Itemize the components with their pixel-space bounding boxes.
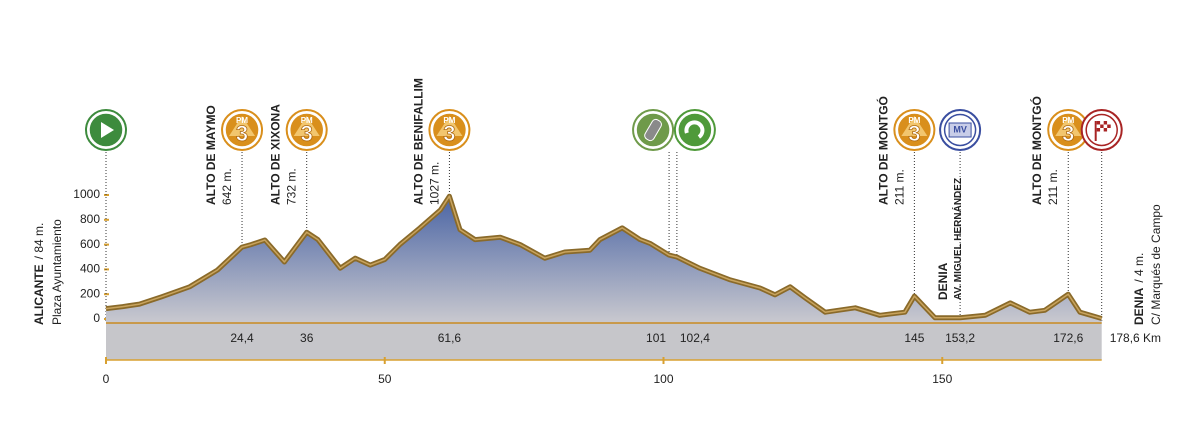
km-label: 101 xyxy=(646,331,666,345)
finish-label: DENIA / 4 m. xyxy=(1132,253,1146,325)
x-tick-label: 50 xyxy=(378,372,392,386)
icon-check xyxy=(1100,121,1104,125)
climb-name: ALTO DE MAYMO xyxy=(204,105,218,205)
icon-climb: PM3 xyxy=(893,109,936,151)
km-label: 153,2 xyxy=(945,331,975,345)
climb-altitude: 211 m. xyxy=(893,169,907,205)
finish-place-part: C/ Marqués de Campo xyxy=(1149,204,1163,325)
icon-sprint: MV xyxy=(939,109,982,151)
sprint-name: DENIA xyxy=(936,262,950,300)
start-place-part: Plaza Ayuntamiento xyxy=(50,219,64,325)
finish-label-part: / 4 m. xyxy=(1132,253,1146,283)
icon-mountain xyxy=(293,116,320,136)
sprint-street-part: AV. MIGUEL HERNÁNDEZ xyxy=(951,178,964,300)
icon-check xyxy=(1107,124,1111,128)
icon-banner xyxy=(948,122,972,138)
climb-name-part: ALTO DE MAYMO xyxy=(204,105,218,205)
icon-climb: PM3 xyxy=(428,109,471,151)
climb-altitude-part: 1027 m. xyxy=(428,162,442,205)
icon-category: 3 xyxy=(301,121,313,146)
icon-check xyxy=(1103,124,1108,128)
icon-category: 3 xyxy=(443,121,455,146)
climb-name: ALTO DE XIXONA xyxy=(269,104,283,205)
x-tick-label: 0 xyxy=(103,372,110,386)
climb-name: ALTO DE BENIFALLIM xyxy=(412,78,426,205)
climb-altitude-part: 732 m. xyxy=(285,168,299,205)
icon-mountain xyxy=(436,116,463,136)
icon-label: PM xyxy=(908,116,920,125)
y-tick-label: 0 xyxy=(93,311,100,325)
climb-name-part: ALTO DE MONTGÓ xyxy=(876,96,891,205)
y-tick-label: 600 xyxy=(80,237,100,251)
climb-name: ALTO DE MONTGÓ xyxy=(876,96,891,205)
start-label-part: / 84 m. xyxy=(32,223,46,260)
finish-place: C/ Marqués de Campo xyxy=(1149,204,1163,325)
start-label-part: ALICANTE xyxy=(32,264,46,325)
km-label: 102,4 xyxy=(680,331,710,345)
climb-altitude-part: 211 m. xyxy=(1046,169,1060,205)
icon-category: 3 xyxy=(1062,121,1074,146)
km-label: 61,6 xyxy=(438,331,462,345)
y-tick-label: 1000 xyxy=(73,187,100,201)
icon-mountain xyxy=(901,116,928,136)
base-band xyxy=(106,323,1102,360)
icon-check xyxy=(1103,128,1108,132)
x-tick-label: 150 xyxy=(932,372,952,386)
profile-highlight xyxy=(105,195,1102,320)
y-tick-label: 200 xyxy=(80,286,100,300)
icon-finish xyxy=(1080,109,1123,151)
km-label: 145 xyxy=(904,331,924,345)
climb-name-part: ALTO DE XIXONA xyxy=(269,104,283,205)
icon-check xyxy=(1096,121,1101,125)
start-place: Plaza Ayuntamiento xyxy=(50,219,64,325)
icon-check xyxy=(1100,128,1104,132)
icon-category: 3 xyxy=(236,121,248,146)
climb-name-part: ALTO DE MONTGÓ xyxy=(1029,96,1044,205)
climb-altitude: 211 m. xyxy=(1046,169,1060,205)
icon-bottle xyxy=(644,118,662,142)
icon-check xyxy=(1103,121,1108,125)
icon-label: PM xyxy=(236,116,248,125)
km-label: 178,6 Km xyxy=(1110,331,1161,345)
finish-label-part: DENIA xyxy=(1132,287,1146,325)
icon-body xyxy=(678,113,712,147)
icon-check xyxy=(1107,128,1111,132)
climb-altitude: 1027 m. xyxy=(428,162,442,205)
icon-label: PM xyxy=(301,116,313,125)
icon-label: PM xyxy=(1062,116,1074,125)
icon-check xyxy=(1107,121,1111,125)
sprint-name-part: DENIA xyxy=(936,262,950,300)
icon-start xyxy=(85,109,127,151)
km-label: 36 xyxy=(300,331,314,345)
climb-altitude-part: 211 m. xyxy=(893,169,907,205)
climb-altitude: 642 m. xyxy=(220,168,234,205)
y-tick-label: 800 xyxy=(80,212,100,226)
icon-feed xyxy=(632,109,675,151)
icon-category: 3 xyxy=(908,121,920,146)
y-tick-label: 400 xyxy=(80,262,100,276)
climb-altitude-part: 642 m. xyxy=(220,168,234,205)
icon-arrow xyxy=(684,120,705,139)
profile-area xyxy=(106,196,1102,323)
icon-mountain xyxy=(1055,116,1082,136)
start-label: ALICANTE / 84 m. xyxy=(32,223,46,325)
km-label: 172,6 xyxy=(1053,331,1083,345)
km-label: 24,4 xyxy=(230,331,254,345)
climb-name-part: ALTO DE BENIFALLIM xyxy=(412,78,426,205)
icon-play xyxy=(101,122,114,138)
sprint-street: AV. MIGUEL HERNÁNDEZ xyxy=(951,178,964,300)
icon-climb: PM3 xyxy=(285,109,328,151)
x-tick-label: 100 xyxy=(653,372,673,386)
icon-label: PM xyxy=(443,116,455,125)
climb-altitude: 732 m. xyxy=(285,168,299,205)
climb-name: ALTO DE MONTGÓ xyxy=(1029,96,1044,205)
icon-label: MV xyxy=(953,124,967,134)
icon-recycle xyxy=(673,109,716,151)
icon-mountain xyxy=(229,116,256,136)
icon-check xyxy=(1096,128,1101,132)
icon-check xyxy=(1100,124,1104,128)
icon-check xyxy=(1096,124,1101,128)
icon-climb: PM3 xyxy=(221,109,264,151)
